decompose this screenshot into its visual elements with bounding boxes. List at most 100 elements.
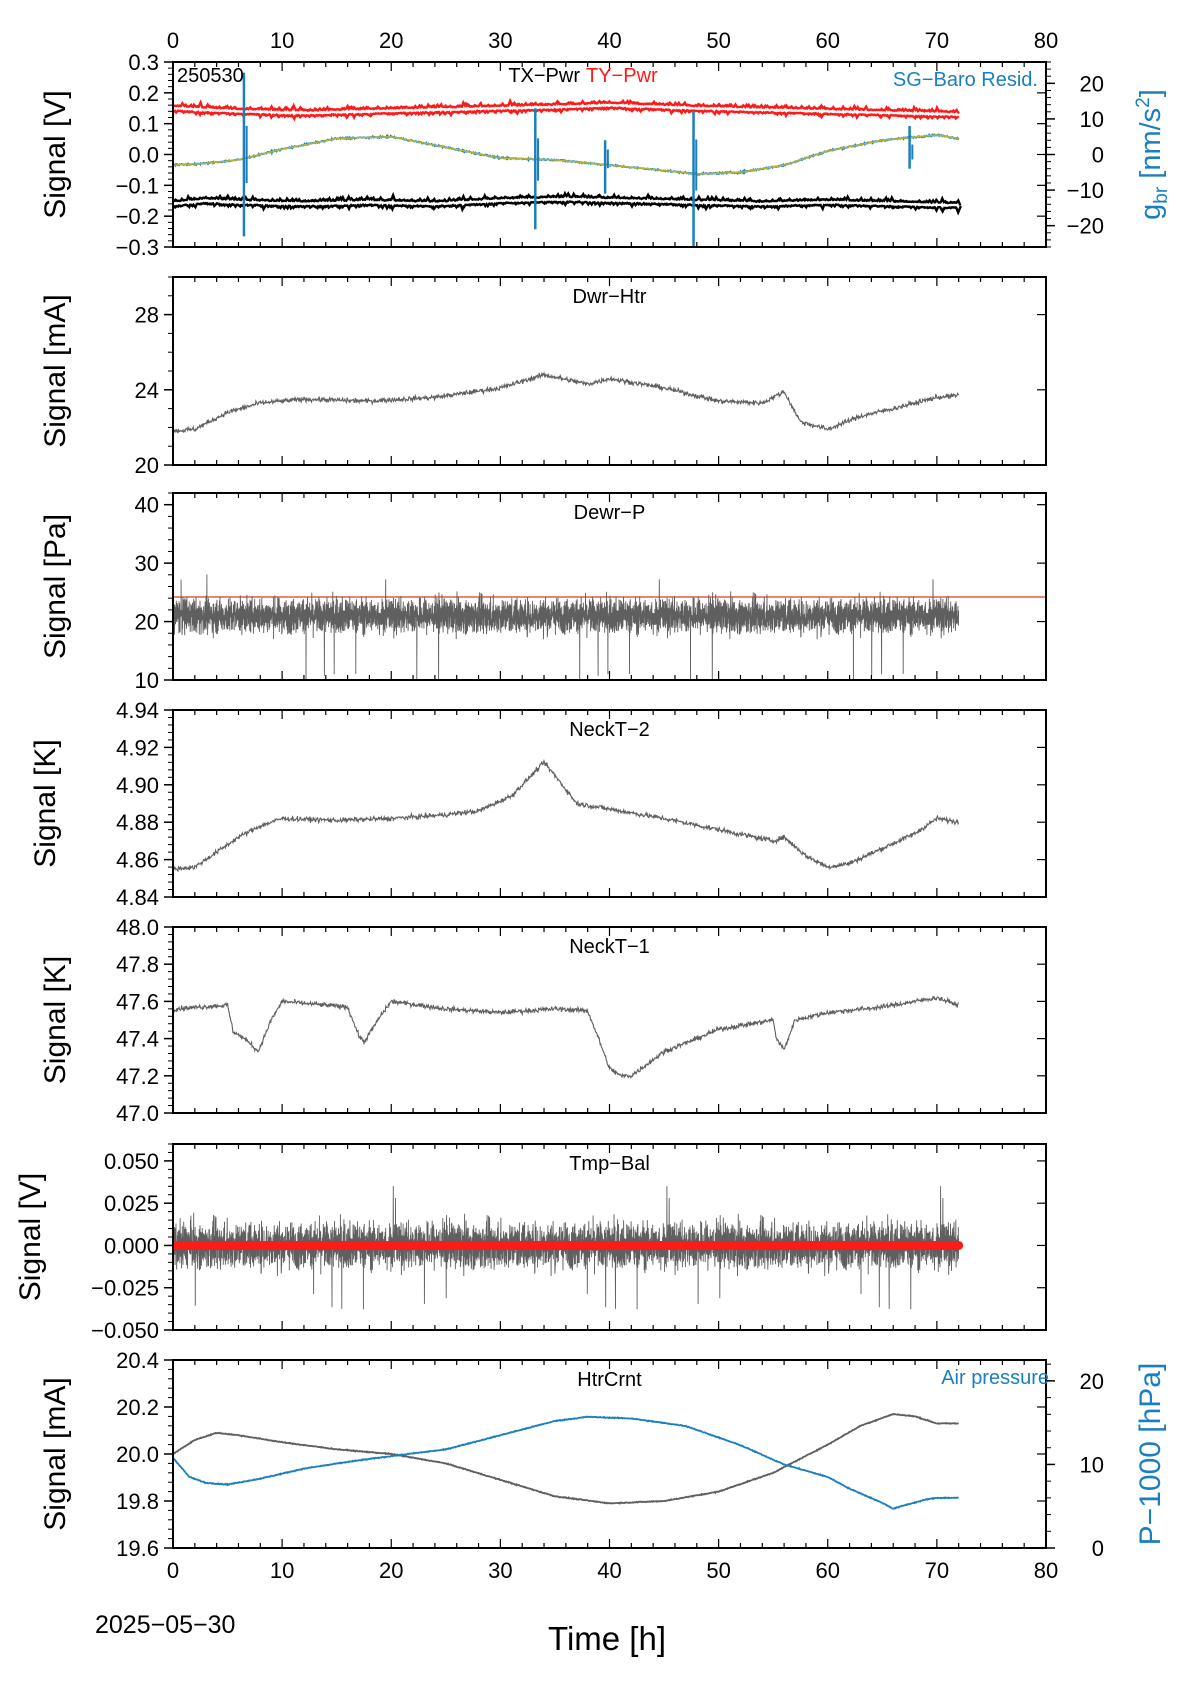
plot-area	[173, 1186, 964, 1310]
plot-area	[173, 1412, 960, 1510]
y-tick-label: 47.0	[116, 1101, 159, 1126]
y-tick-label: 47.2	[116, 1064, 159, 1089]
y-axis-label: Signal [K]	[29, 739, 62, 867]
y2-tick-label: 20	[1080, 1369, 1104, 1394]
panel-title: Dewr−P	[574, 502, 646, 524]
y-tick-label: 4.88	[116, 810, 159, 835]
series-line	[173, 574, 960, 680]
series-line-inner	[173, 196, 960, 210]
x-tick-label-top: 80	[1034, 28, 1058, 53]
y-axis-label: Signal [V]	[14, 1173, 47, 1301]
x-tick-label-bottom: 40	[597, 1558, 621, 1583]
panel-dwr-htr: 28 24 20 Signal [mA] Dwr−Htr	[39, 276, 1047, 478]
series-line-inner	[173, 102, 959, 117]
y-tick-label: 20.2	[116, 1395, 159, 1420]
x-tick-label-bottom: 50	[706, 1558, 730, 1583]
y-tick-label: 19.8	[116, 1489, 159, 1514]
y-tick-label: −0.3	[116, 235, 159, 260]
plot-area	[173, 72, 962, 247]
x-tick-label-bottom: 60	[816, 1558, 840, 1583]
y-tick-label: 4.90	[116, 773, 159, 798]
panel-title: Dwr−Htr	[573, 286, 647, 308]
x-tick-label-bottom: 80	[1034, 1558, 1058, 1583]
panel-htrcrnt: 20.4 20.2 20.0 19.8 19.6 20 10 0 Signal [mA] P−10…	[39, 1348, 1167, 1583]
panel-title: HtrCrnt	[577, 1369, 642, 1391]
y-tick-label: 4.92	[116, 735, 159, 760]
y-tick-label: 0.000	[104, 1233, 159, 1258]
y-tick-label: 0.050	[104, 1149, 159, 1174]
panel-neckt-2: 4.94 4.92 4.90 4.88 4.86 4.84 Signal [K] NeckT−…	[29, 698, 1047, 910]
plot-area	[173, 574, 1046, 680]
panel-dewr-p: 40 30 20 10 Signal [Pa] Dewr−P	[39, 492, 1047, 693]
y2-tick-label: 10	[1080, 107, 1104, 132]
panel-title-ty: TY−Pwr	[586, 65, 658, 87]
panel-corner-label: 250530	[177, 65, 244, 87]
x-tick-label-top: 30	[488, 28, 512, 53]
y2-tick-label: 0	[1092, 1536, 1104, 1561]
plot-area	[173, 995, 959, 1080]
plot-area	[173, 371, 960, 435]
y-tick-label: 20	[135, 453, 159, 478]
x-tick-label-bottom: 70	[925, 1558, 949, 1583]
panel-power: 0.3 0.2 0.1 0.0 −0.1 −0.2 −0.3 20 10 0 −10 −20 Signa…	[39, 28, 1172, 260]
x-tick-label-top: 40	[597, 28, 621, 53]
y-tick-label: 47.6	[116, 989, 159, 1014]
y-axis-label: Signal [Pa]	[39, 514, 72, 659]
series-fit-line	[173, 134, 959, 175]
series-line	[173, 995, 959, 1080]
y2-tick-label: 20	[1080, 71, 1104, 96]
y2-tick-label: 10	[1080, 1452, 1104, 1477]
y2-tick-label: −10	[1067, 178, 1104, 203]
series-line	[173, 1415, 960, 1510]
y-tick-label: 10	[135, 668, 159, 693]
panel-right-title: Air pressure	[941, 1367, 1049, 1389]
panel-title: NeckT−1	[569, 936, 650, 958]
x-tick-label-top: 70	[925, 28, 949, 53]
y2-axis-label: gbr [nm/s2]	[1133, 89, 1172, 220]
series-line	[173, 132, 960, 177]
x-tick-label-bottom: 10	[270, 1558, 294, 1583]
panel-tmp-bal: 0.050 0.025 0.000 −0.025 −0.050 Signal [V] Tmp…	[14, 1143, 1047, 1343]
panel-title-tx: TX−Pwr	[508, 65, 580, 87]
x-tick-label-bottom: 20	[379, 1558, 403, 1583]
x-axis-label: Time [h]	[548, 1620, 666, 1657]
series-line	[173, 371, 960, 435]
y-tick-label: 4.94	[116, 698, 159, 723]
panel-neckt-1: 48.0 47.8 47.6 47.4 47.2 47.0 Signal [K] NeckT−…	[39, 915, 1047, 1126]
chart-panels: 0.3 0.2 0.1 0.0 −0.1 −0.2 −0.3 20 10 0 −10 −20 Signa…	[14, 28, 1172, 1583]
y-tick-label: 0.0	[128, 143, 159, 168]
y-tick-label: 0.025	[104, 1191, 159, 1216]
y2-axis-label: P−1000 [hPa]	[1134, 1363, 1167, 1546]
y2-tick-label: 0	[1092, 143, 1104, 168]
y-axis-label: Signal [V]	[39, 90, 72, 218]
y-tick-label: 30	[135, 551, 159, 576]
panel-title: NeckT−2	[569, 719, 650, 741]
y-tick-label: −0.050	[91, 1318, 159, 1343]
y-tick-label: 20.0	[116, 1442, 159, 1467]
y-tick-label: 19.6	[116, 1536, 159, 1561]
x-tick-label-top: 0	[167, 28, 179, 53]
y-tick-label: 4.84	[116, 885, 159, 910]
y-tick-label: 20	[135, 610, 159, 635]
y-tick-label: 4.86	[116, 848, 159, 873]
y-tick-label: 0.3	[128, 50, 159, 75]
y-tick-label: −0.025	[91, 1276, 159, 1301]
series-line	[173, 758, 960, 873]
y-tick-label: 47.4	[116, 1027, 159, 1052]
y-axis-label: Signal [mA]	[39, 1377, 72, 1530]
x-tick-label-top: 50	[706, 28, 730, 53]
plot-area	[173, 758, 960, 873]
y-tick-label: −0.2	[116, 204, 159, 229]
x-tick-label-top: 20	[379, 28, 403, 53]
y-axis-label: Signal [mA]	[39, 294, 72, 447]
panel-right-title: SG−Baro Resid.	[893, 69, 1038, 91]
y-tick-label: 40	[135, 493, 159, 518]
y-axis-label: Signal [K]	[39, 956, 72, 1084]
date-label: 2025−05−30	[95, 1611, 235, 1639]
y-tick-label: 20.4	[116, 1348, 159, 1373]
x-tick-label-top: 60	[816, 28, 840, 53]
y-tick-label: 0.2	[128, 81, 159, 106]
x-tick-label-bottom: 0	[167, 1558, 179, 1583]
series-line	[173, 1412, 959, 1505]
